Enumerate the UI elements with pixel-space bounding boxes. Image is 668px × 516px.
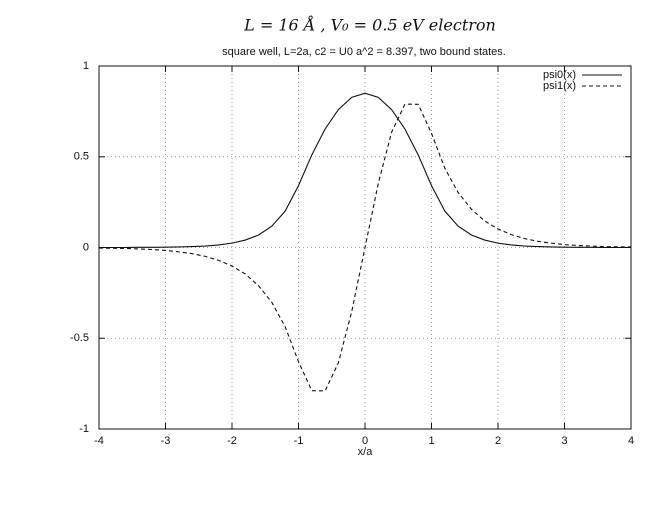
- handwritten-note: L = 16 Å , V₀ = 0.5 eV electron: [243, 15, 496, 35]
- x-tick-label: 1: [428, 435, 434, 447]
- chart-title: square well, L=2a, c2 = U0 a^2 = 8.397, …: [222, 46, 506, 58]
- x-tick-label: 3: [561, 435, 567, 447]
- x-tick-label: -1: [294, 435, 304, 447]
- x-tick-label: -4: [94, 435, 104, 447]
- x-tick-label: 0: [362, 435, 368, 447]
- y-tick-label: 0: [83, 241, 89, 253]
- y-tick-label: -1: [79, 423, 89, 435]
- x-tick-label: 4: [628, 435, 634, 447]
- x-axis-label: x/a: [358, 446, 374, 458]
- x-tick-label: -3: [161, 435, 171, 447]
- legend-label: psi1(x): [543, 80, 576, 92]
- x-tick-label: 2: [495, 435, 501, 447]
- legend-label: psi0(x): [543, 69, 576, 81]
- x-tick-label: -2: [227, 435, 237, 447]
- data-line: [98, 103, 632, 392]
- y-tick-label: 0.5: [74, 151, 89, 163]
- data-line: [99, 92, 631, 249]
- y-tick-label: -0.5: [70, 332, 89, 344]
- y-tick-label: 1: [83, 60, 89, 72]
